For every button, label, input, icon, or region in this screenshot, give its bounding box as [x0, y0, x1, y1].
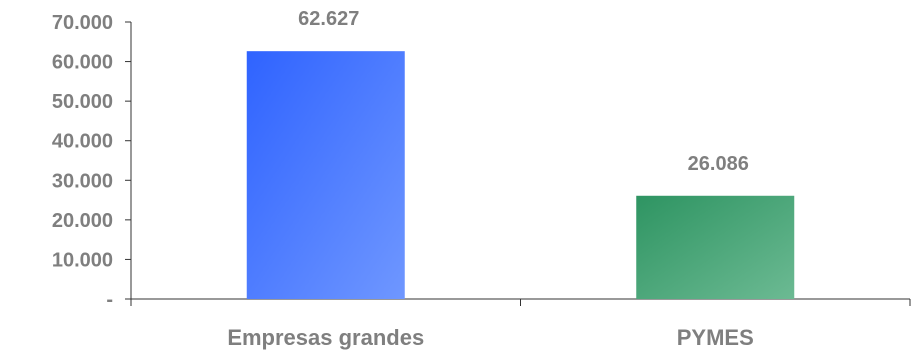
- x-axis: Empresas grandes PYMES: [130, 298, 911, 350]
- data-labels: 62.627 26.086: [298, 8, 749, 175]
- bar-0: [246, 51, 405, 300]
- x-tick-label: Empresas grandes: [227, 325, 424, 350]
- y-tick-label: 70.000: [52, 12, 113, 34]
- bar-value-label: 26.086: [688, 153, 749, 175]
- y-tick-label: 60.000: [52, 52, 113, 74]
- y-tick-label: 40.000: [52, 131, 113, 153]
- y-tick-label: 30.000: [52, 170, 113, 192]
- y-tick-label: 10.000: [52, 249, 113, 271]
- bar-value-label: 62.627: [298, 8, 359, 30]
- bars: [246, 51, 795, 300]
- bar-1: [636, 195, 795, 299]
- y-tick-label: -: [106, 289, 113, 311]
- y-tick-label: 50.000: [52, 91, 113, 113]
- y-axis: - 10.000 20.000 30.000 40.000 50.000 60.000 70.…: [52, 12, 132, 311]
- y-tick-label: 20.000: [52, 210, 113, 232]
- x-tick-label: PYMES: [677, 325, 754, 350]
